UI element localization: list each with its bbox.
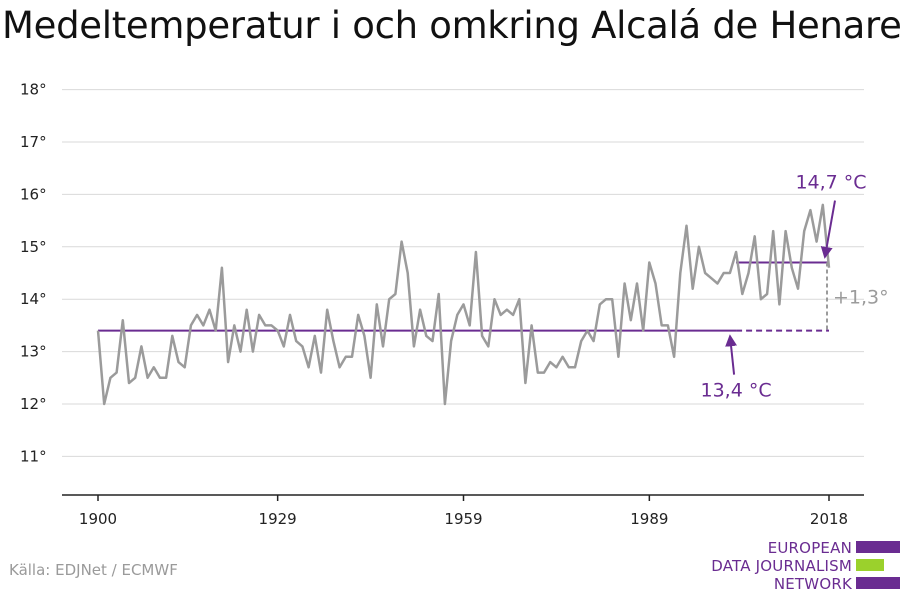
logo-bar-purple-bottom xyxy=(856,577,900,589)
x-tick-label: 1929 xyxy=(259,510,297,528)
baseline-arrow xyxy=(725,334,738,375)
y-tick-label: 17° xyxy=(20,133,47,151)
logo-line-3: NETWORK xyxy=(773,575,852,593)
logo-bar-green xyxy=(856,559,884,571)
logo-bar-purple-top xyxy=(856,541,900,553)
series-layer xyxy=(96,203,831,406)
y-tick-label: 12° xyxy=(20,395,47,413)
recent-mean-label: 14,7 °C xyxy=(795,172,866,194)
logo-line-2: DATA JOURNALISM xyxy=(711,557,852,575)
baseline-label: 13,4 °C xyxy=(701,380,772,402)
y-tick-label: 16° xyxy=(20,185,47,203)
recent-mean-arrow xyxy=(820,200,836,259)
x-tick-label: 1900 xyxy=(79,510,117,528)
series-line xyxy=(96,203,831,406)
difference-label: +1,3° xyxy=(833,287,889,309)
x-tick-label: 1989 xyxy=(630,510,668,528)
x-axis: 1900 1929 1959 1989 2018 xyxy=(62,494,864,528)
grid-layer: 11° 12° 13° 14° 15° 16° 17° 18° xyxy=(20,81,864,465)
y-tick-label: 13° xyxy=(20,343,47,361)
logo-line-1: EUROPEAN xyxy=(767,539,852,557)
x-tick-label: 1959 xyxy=(444,510,482,528)
source-note: Källa: EDJNet / ECMWF xyxy=(9,561,178,579)
y-tick-label: 11° xyxy=(20,447,47,465)
reference-lines xyxy=(98,261,829,332)
x-tick-label: 2018 xyxy=(810,510,848,528)
chart-title: Medeltemperatur i och omkring Alcalá de … xyxy=(2,4,900,47)
y-tick-label: 18° xyxy=(20,81,47,99)
y-tick-label: 14° xyxy=(20,290,47,308)
y-tick-label: 15° xyxy=(20,238,47,256)
edjnet-logo: EUROPEAN DATA JOURNALISM NETWORK xyxy=(700,539,900,595)
annotations: +1,3° 13,4 °C 14,7 °C xyxy=(701,172,889,402)
